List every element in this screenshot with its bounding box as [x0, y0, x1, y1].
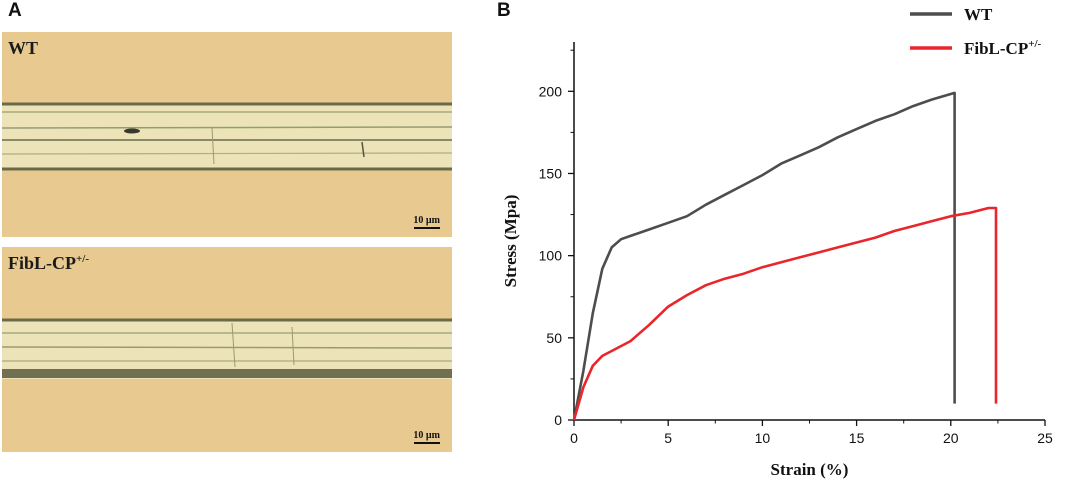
micrograph-fibl: FibL-CP+/- 10 µm	[2, 247, 452, 452]
fiber-image-fibl	[2, 247, 452, 452]
chart-axes: 0 5 10 15 20 25 0 50 100 150 200	[539, 42, 1053, 446]
micrograph-fibl-label: FibL-CP+/-	[8, 253, 90, 273]
x-tick-label: 10	[755, 430, 771, 446]
x-tick-label: 20	[943, 430, 959, 446]
series-line-fibl-cp	[572, 206, 998, 421]
legend-entry: FibL-CP+/-	[964, 38, 1042, 58]
fiber-image-wt	[2, 32, 452, 237]
chart-series	[572, 91, 998, 421]
micrograph-wt-label: WT	[8, 38, 39, 58]
y-tick-label: 0	[554, 412, 562, 428]
micrograph-wt: WT 10 µm	[2, 32, 452, 237]
legend-entry: WT	[964, 5, 993, 24]
series-line-wt	[572, 91, 956, 421]
y-axis-title: Stress (Mpa)	[501, 195, 520, 288]
panel-a-letter: A	[8, 0, 22, 21]
x-tick-label: 5	[664, 430, 672, 446]
y-tick-label: 100	[539, 248, 563, 264]
y-tick-label: 200	[539, 83, 563, 99]
scale-bar-wt: 10 µm	[413, 215, 440, 229]
y-tick-label: 150	[539, 165, 563, 181]
x-tick-label: 25	[1037, 430, 1053, 446]
chart-legend: WT FibL-CP+/-	[910, 5, 1042, 58]
x-axis-title: Strain (%)	[771, 460, 849, 479]
y-tick-label: 50	[546, 330, 562, 346]
x-tick-label: 15	[849, 430, 865, 446]
panel-b-letter: B	[497, 0, 511, 21]
stress-strain-chart: 0 5 10 15 20 25 0 50 100 150 200 WT FibL-CP+/- Stra…	[501, 5, 1053, 479]
scale-bar-fibl: 10 µm	[413, 430, 440, 444]
x-tick-label: 0	[570, 430, 578, 446]
